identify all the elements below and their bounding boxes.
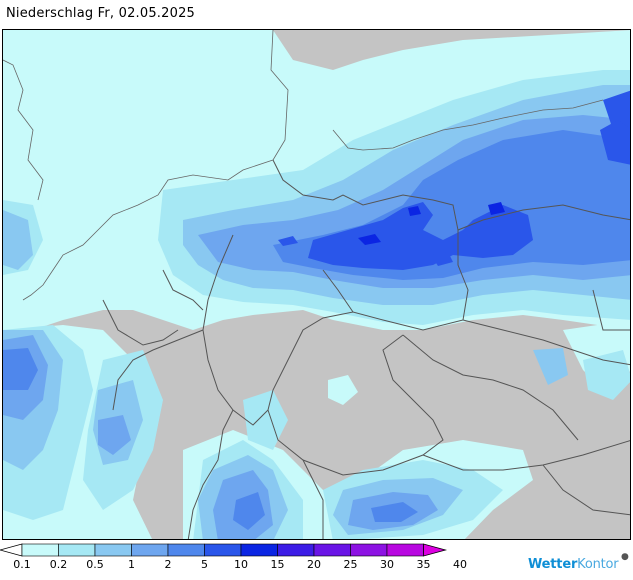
legend-arrow-left — [0, 543, 23, 557]
legend-swatch — [58, 543, 96, 557]
legend-swatch — [277, 543, 315, 557]
map-canvas — [3, 30, 630, 539]
legend-swatch — [131, 543, 169, 557]
legend-labels: 0.1 0.2 0.5 1 2 5 10 15 20 25 30 35 40 — [0, 558, 520, 574]
legend-tick-label: 0.2 — [49, 558, 68, 571]
logo-mark-icon: ● — [621, 552, 629, 562]
legend-swatch — [313, 543, 351, 557]
legend-tick-label: 40 — [453, 558, 467, 571]
precipitation-map[interactable] — [2, 29, 631, 540]
precip-layer-10 — [358, 202, 505, 245]
legend-swatch — [386, 543, 424, 557]
legend-tick-label: 25 — [343, 558, 358, 571]
legend-tick-label: 20 — [307, 558, 321, 571]
legend-tick-label: 0.1 — [13, 558, 31, 571]
legend-tick-label: 15 — [270, 558, 285, 571]
legend-tick-label: 2 — [164, 558, 172, 571]
country-borders — [102, 159, 630, 539]
legend-tick-label: 5 — [201, 558, 208, 571]
legend-swatch — [94, 543, 132, 557]
legend-color-bar — [0, 543, 448, 557]
legend-arrow-right — [423, 543, 448, 557]
map-title: Niederschlag Fr, 02.05.2025 — [6, 6, 196, 21]
wetterkontor-logo: WetterKontor — [528, 557, 619, 572]
legend-swatch — [167, 543, 205, 557]
logo-text-b: Kontor — [577, 557, 619, 572]
legend-tick-label: 1 — [128, 558, 135, 571]
coastline — [3, 30, 604, 301]
legend-tick-label: 30 — [380, 558, 394, 571]
legend-swatch — [350, 543, 388, 557]
legend-tick-label: 0.5 — [86, 558, 104, 571]
precip-layer-5 — [278, 90, 630, 270]
legend-tick-label: 35 — [416, 558, 431, 571]
legend-tick-label: 10 — [234, 558, 248, 571]
legend-swatch — [240, 543, 278, 557]
legend-swatch — [21, 543, 59, 557]
logo-text-a: Wetter — [528, 557, 578, 572]
legend-swatch — [204, 543, 242, 557]
